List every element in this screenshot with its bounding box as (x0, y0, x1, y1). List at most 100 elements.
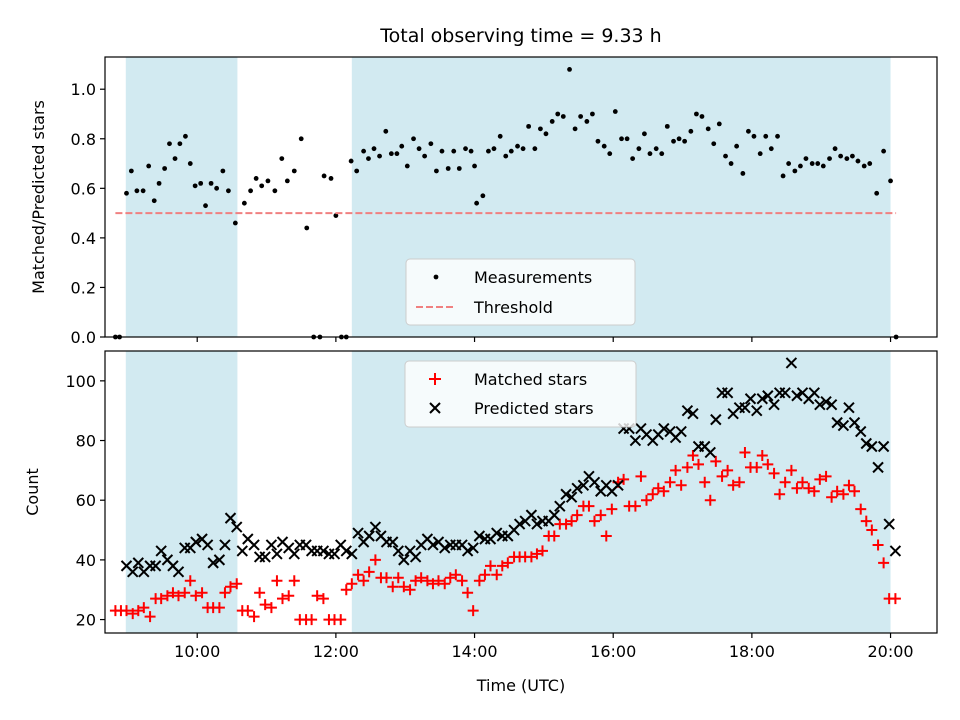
matched-stars-point-64 (479, 569, 491, 581)
matched-stars-point-40 (340, 584, 352, 596)
measurements-point-89 (619, 136, 624, 142)
top-y-tick-label-2: 0.4 (71, 229, 96, 248)
bottom-legend-box (404, 360, 637, 428)
predicted-stars-point-78 (571, 482, 583, 494)
matched-stars-point-80 (571, 509, 583, 521)
matched-stars-point-56 (432, 575, 444, 587)
matched-stars-point-111 (751, 461, 763, 473)
matched-stars-point-60 (456, 575, 468, 587)
predicted-stars-point-130 (872, 461, 884, 474)
measurements-point-51 (404, 163, 410, 169)
predicted-stars-point-124 (837, 419, 850, 432)
matched-stars-point-23 (242, 605, 254, 617)
predicted-stars-point-129 (866, 440, 878, 453)
top-legend: Measurements Threshold (405, 258, 636, 326)
top-y-tick-label-1: 0.2 (71, 278, 96, 297)
predicted-stars-point-1 (127, 566, 139, 578)
matched-stars-point-47 (380, 572, 392, 584)
matched-stars-point-117 (785, 464, 797, 476)
predicted-stars-point-17 (219, 539, 231, 551)
matched-stars-point-51 (404, 584, 416, 596)
matched-stars-point-6 (144, 611, 156, 623)
predicted-stars-point-88 (629, 434, 642, 447)
predicted-stars-point-121 (820, 396, 832, 408)
measurements-point-124 (820, 163, 826, 169)
bottom-y-tick-label-2: 60 (76, 491, 96, 510)
legend-marker-measurements (433, 274, 439, 280)
measurements-point-7 (151, 198, 157, 204)
matched-stars-point-25 (254, 587, 266, 599)
predicted-stars-point-50 (409, 551, 422, 563)
bottom-y-axis-label: Count (23, 468, 42, 516)
predicted-stars-point-104 (721, 387, 734, 399)
matched-stars-point-91 (635, 470, 647, 482)
measurements-point-121 (803, 156, 809, 161)
measurements-point-122 (809, 161, 815, 166)
predicted-stars-point-85 (612, 479, 624, 491)
matched-stars-point-28 (271, 575, 283, 587)
measurements-point-92 (636, 146, 642, 152)
measurements-point-132 (867, 161, 873, 166)
predicted-stars-point-6 (155, 545, 167, 557)
predicted-stars-point-48 (398, 554, 410, 566)
legend-marker-matched-stars (429, 373, 441, 385)
matched-stars-point-15 (196, 587, 208, 599)
matched-stars-point-31 (288, 575, 300, 587)
measurements-point-16 (198, 180, 204, 186)
matched-stars-point-59 (450, 569, 462, 581)
predicted-stars-point-102 (710, 413, 722, 426)
measurements-point-49 (394, 151, 400, 157)
measurements-point-106 (716, 121, 722, 127)
bottom-axes-frame (104, 350, 938, 634)
measurements-point-23 (241, 200, 247, 206)
measurements-point-10 (167, 141, 172, 147)
measurements-point-63 (472, 163, 477, 169)
matched-stars-point-130 (860, 515, 872, 527)
matched-stars-point-103 (704, 494, 716, 506)
measurements-point-131 (861, 163, 867, 169)
matched-stars-point-120 (803, 482, 815, 494)
matched-stars-point-9 (161, 590, 173, 602)
matched-stars-point-90 (629, 500, 641, 512)
measurements-point-118 (786, 161, 792, 166)
matched-stars-point-125 (831, 485, 843, 497)
measurements-point-107 (723, 153, 728, 159)
matched-stars-point-62 (467, 605, 479, 617)
measurements-point-78 (555, 111, 561, 117)
measurements-point-13 (183, 133, 188, 139)
measurements-point-120 (798, 163, 803, 169)
matched-stars-point-73 (531, 548, 543, 560)
legend-label-matched-stars: Matched stars (474, 370, 587, 389)
predicted-stars-point-18 (224, 512, 237, 524)
measurements-point-12 (177, 141, 183, 147)
predicted-stars-point-64 (491, 527, 503, 539)
measurements-point-5 (140, 188, 146, 194)
matched-stars-point-114 (768, 467, 780, 479)
matched-stars-point-100 (687, 449, 699, 461)
measurements-point-108 (728, 161, 734, 166)
measurements-point-130 (855, 158, 861, 164)
matched-stars-point-101 (692, 458, 704, 470)
matched-stars-point-24 (248, 611, 260, 623)
measurements-point-46 (377, 153, 382, 159)
measurements-point-50 (399, 143, 405, 149)
measurements-point-24 (248, 188, 254, 194)
measurements-point-115 (768, 146, 774, 152)
measurements-point-133 (874, 190, 880, 196)
predicted-stars-point-12 (190, 536, 202, 548)
measurements-point-64 (474, 200, 480, 206)
predicted-stars-point-76 (560, 488, 572, 500)
top-y-tick-label-0: 0.0 (71, 328, 96, 347)
measurements-point-73 (526, 123, 532, 129)
predicted-stars-point-122 (825, 399, 838, 411)
predicted-stars-point-93 (658, 422, 670, 435)
measurements-point-3 (128, 168, 134, 174)
matched-stars-point-105 (716, 470, 728, 482)
measurements-point-9 (162, 166, 168, 171)
predicted-stars-point-22 (248, 539, 260, 551)
measurements-point-125 (827, 156, 832, 161)
measurements-point-129 (850, 153, 855, 159)
measurements-point-36 (321, 173, 327, 179)
matched-stars-point-121 (808, 485, 820, 497)
matched-stars-point-67 (496, 560, 508, 572)
